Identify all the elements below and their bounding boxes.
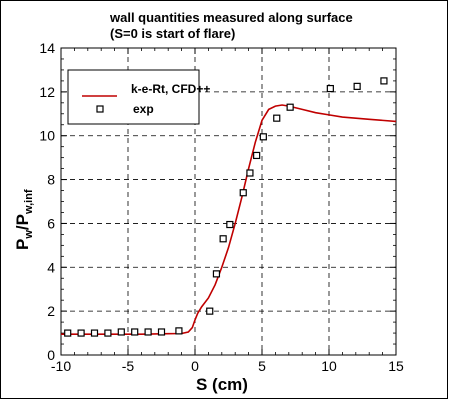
y-tick-label: 2: [47, 303, 55, 319]
exp-data-point: [326, 84, 334, 93]
x-tick-label: -5: [122, 358, 135, 374]
exp-data-point: [144, 328, 152, 336]
y-axis-label-main: P: [13, 239, 32, 250]
y-axis-label: Pw/Pw,inf: [13, 189, 35, 250]
chart-subtitle: (S=0 is start of flare): [110, 26, 235, 41]
legend-label-exp: exp: [133, 102, 154, 116]
exp-data-point: [131, 328, 139, 336]
y-axis-label-sub2: w,inf: [23, 189, 35, 215]
x-tick-label: 0: [191, 358, 199, 374]
y-axis-label-mid: /P: [13, 214, 32, 230]
y-tick-label: 4: [47, 259, 55, 275]
exp-data-point: [286, 103, 294, 111]
exp-data-point: [206, 307, 214, 315]
exp-data-point: [246, 169, 254, 177]
exp-data-point: [104, 329, 112, 337]
y-axis-label-sub1: w: [23, 230, 35, 240]
exp-data-point: [273, 114, 281, 122]
exp-data-point: [157, 328, 166, 336]
y-tick-label: 8: [47, 172, 55, 188]
exp-data-point: [353, 82, 361, 90]
chart-title: wall quantities measured along surface: [109, 10, 353, 25]
y-tick-label: 0: [47, 347, 55, 363]
exp-data-point: [77, 329, 85, 337]
exp-data-point: [64, 329, 72, 337]
x-axis-label: S (cm): [196, 375, 248, 394]
x-tick-label: 5: [258, 358, 266, 374]
exp-data-point: [226, 220, 234, 229]
legend: k-e-Rt, CFD++ exp: [67, 69, 210, 125]
series-line-cfd: [61, 104, 397, 335]
y-tick-label: 6: [47, 215, 55, 231]
exp-data-point: [253, 151, 261, 160]
x-tick-labels: -10 -5 0 5 10 15: [51, 358, 404, 374]
exp-data-point: [175, 327, 183, 335]
x-tick-label: 10: [321, 358, 337, 374]
x-tick-label: -10: [51, 358, 71, 374]
svg-text:Pw/Pw,inf: Pw/Pw,inf: [13, 189, 35, 250]
exp-data-point: [212, 270, 221, 278]
exp-data-point: [380, 77, 388, 85]
y-tick-label: 10: [39, 128, 55, 144]
y-tick-label: 14: [39, 40, 55, 56]
legend-marker-swatch: [96, 105, 104, 113]
legend-box: [67, 69, 200, 125]
exp-data-point: [239, 189, 247, 197]
exp-data-point: [219, 235, 227, 243]
exp-data-point: [117, 328, 125, 336]
plot-border: [60, 47, 397, 356]
exp-data-point: [259, 133, 267, 141]
x-tick-label: 15: [388, 358, 404, 374]
legend-label-cfd: k-e-Rt, CFD++: [131, 82, 210, 96]
series-markers-exp: [64, 77, 388, 337]
exp-data-point: [90, 329, 99, 337]
y-tick-label: 12: [39, 84, 55, 100]
y-tick-labels: 0 2 4 6 8 10 12 14: [39, 40, 55, 363]
